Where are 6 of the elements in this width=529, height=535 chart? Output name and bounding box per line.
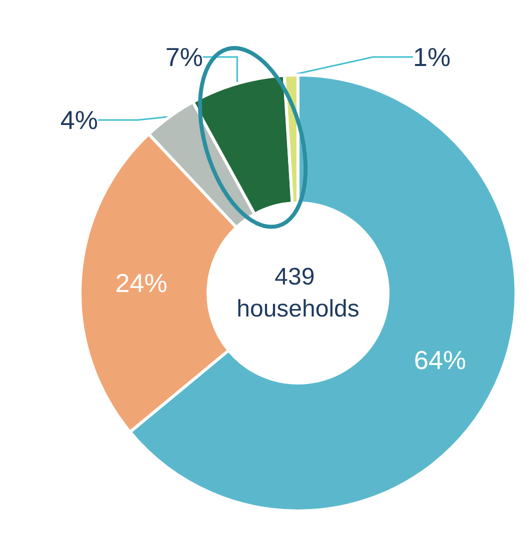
data-label: 24%: [115, 268, 168, 298]
text: 439 households: [236, 264, 360, 322]
data-label: 64%: [414, 344, 466, 375]
data-label: 7%: [165, 42, 203, 72]
data-label: 1%: [413, 42, 451, 72]
data-label: 4%: [60, 105, 98, 135]
